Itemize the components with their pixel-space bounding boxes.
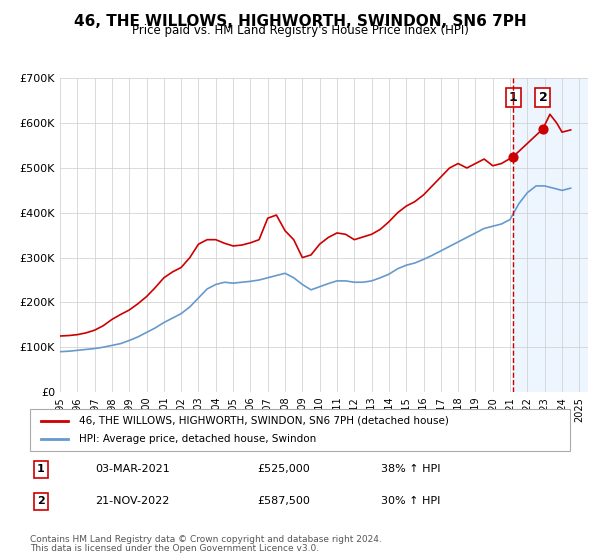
Point: [508, 152, 518, 161]
Point: [538, 124, 548, 133]
Text: 46, THE WILLOWS, HIGHWORTH, SWINDON, SN6 7PH (detached house): 46, THE WILLOWS, HIGHWORTH, SWINDON, SN6…: [79, 416, 448, 426]
Text: 21-NOV-2022: 21-NOV-2022: [95, 497, 169, 506]
Text: 1: 1: [509, 91, 517, 104]
Text: £587,500: £587,500: [257, 497, 310, 506]
Text: 38% ↑ HPI: 38% ↑ HPI: [381, 464, 440, 474]
Bar: [513, 78, 588, 392]
Text: £525,000: £525,000: [257, 464, 310, 474]
Text: 2: 2: [539, 91, 547, 104]
Text: Price paid vs. HM Land Registry's House Price Index (HPI): Price paid vs. HM Land Registry's House …: [131, 24, 469, 37]
Text: 30% ↑ HPI: 30% ↑ HPI: [381, 497, 440, 506]
Text: 1: 1: [37, 464, 44, 474]
FancyBboxPatch shape: [30, 409, 570, 451]
Text: 46, THE WILLOWS, HIGHWORTH, SWINDON, SN6 7PH: 46, THE WILLOWS, HIGHWORTH, SWINDON, SN6…: [74, 14, 526, 29]
Text: 03-MAR-2021: 03-MAR-2021: [95, 464, 170, 474]
Text: HPI: Average price, detached house, Swindon: HPI: Average price, detached house, Swin…: [79, 434, 316, 444]
Text: 2: 2: [37, 497, 44, 506]
Text: Contains HM Land Registry data © Crown copyright and database right 2024.: Contains HM Land Registry data © Crown c…: [30, 535, 382, 544]
Text: This data is licensed under the Open Government Licence v3.0.: This data is licensed under the Open Gov…: [30, 544, 319, 553]
